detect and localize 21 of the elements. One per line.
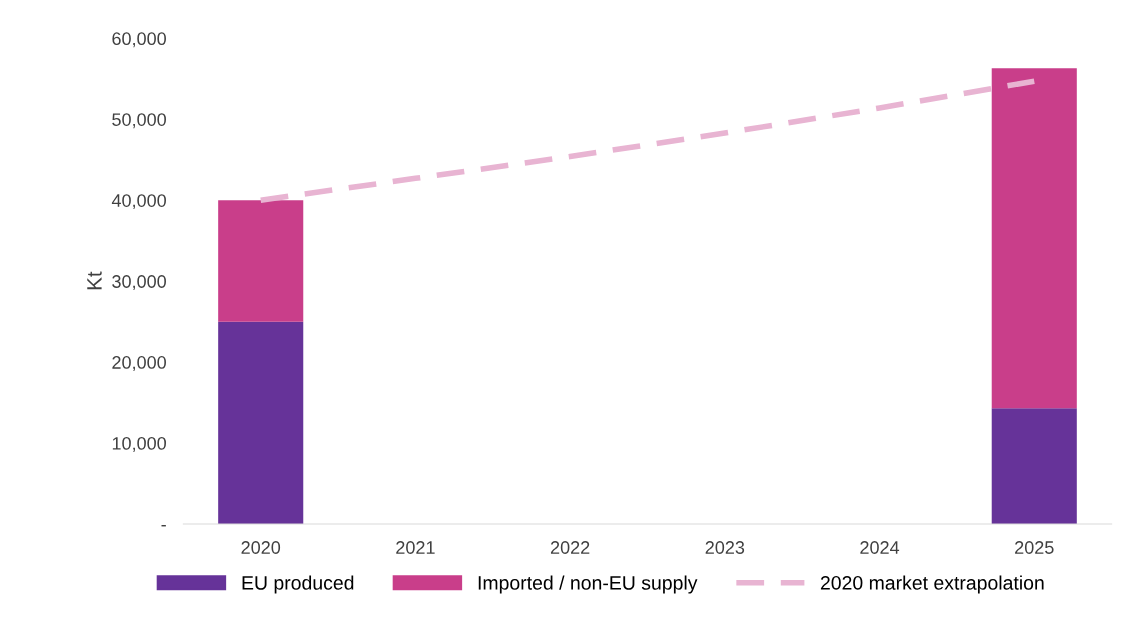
y-tick-label: 20,000 <box>112 356 166 371</box>
y-tick-label: - <box>161 525 166 527</box>
x-tick-label: 2025 <box>1015 541 1054 554</box>
x-tick-label: 2022 <box>550 541 590 554</box>
y-tick-label: 60,000 <box>112 32 166 48</box>
y-tick-label: 50,000 <box>112 113 166 129</box>
y-axis-title: Kt <box>87 271 102 290</box>
x-tick-label: 2021 <box>396 541 435 554</box>
x-tick-label: 2024 <box>860 541 900 554</box>
legend-label: 2020 market extrapolation <box>820 575 1044 594</box>
bar <box>218 321 304 524</box>
x-tick-label: 2020 <box>241 541 281 554</box>
y-tick-label: 40,000 <box>111 194 166 210</box>
legend-label: EU produced <box>242 575 354 594</box>
bar <box>991 408 1077 524</box>
x-tick-label: 2023 <box>705 541 745 554</box>
bar <box>991 68 1077 409</box>
bar <box>218 200 304 322</box>
legend-label: Imported / non-EU supply <box>478 575 698 594</box>
y-tick-label: 10,000 <box>112 436 166 452</box>
y-tick-label: 30,000 <box>112 275 166 291</box>
